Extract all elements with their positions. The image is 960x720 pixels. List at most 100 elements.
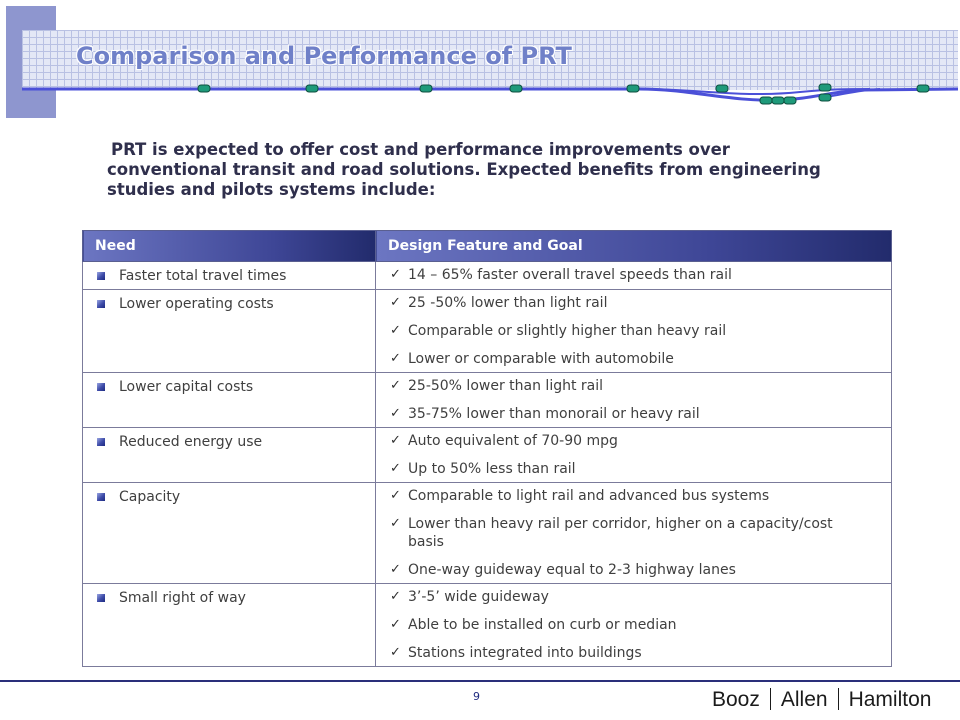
goal-list: ✓ Auto equivalent of 70-90 mpg ✓ Up to 50% …: [376, 428, 891, 482]
logo-word-booz: Booz: [712, 688, 760, 711]
goal-item: ✓ Comparable to light rail and advanced b…: [376, 483, 891, 510]
checkmark-icon: ✓: [390, 433, 401, 448]
goal-list: ✓ 14 – 65% faster overall travel speeds t…: [376, 262, 891, 288]
guideway-track-graphic: [22, 83, 959, 105]
need-cell: Capacity: [82, 482, 376, 584]
goal-item: ✓ 25 -50% lower than light rail: [376, 290, 891, 317]
goal-list: ✓ Comparable to light rail and advanced b…: [376, 483, 891, 583]
need-label: Small right of way: [119, 589, 246, 606]
need-label: Faster total travel times: [119, 267, 287, 284]
need-label: Capacity: [119, 488, 181, 505]
checkmark-icon: ✓: [390, 516, 401, 531]
square-bullet-icon: [97, 492, 105, 501]
checkmark-icon: ✓: [390, 617, 401, 632]
booz-allen-hamilton-logo: Booz Allen Hamilton: [712, 688, 931, 712]
goal-text: Stations integrated into buildings: [408, 645, 642, 661]
design-feature-cell: ✓ Auto equivalent of 70-90 mpg ✓ Up to 50% …: [375, 427, 892, 483]
square-bullet-icon: [97, 299, 105, 308]
goal-item: ✓ Auto equivalent of 70-90 mpg: [376, 428, 891, 455]
goal-text: 25-50% lower than light rail: [408, 378, 604, 394]
goal-list: ✓ 25-50% lower than light rail ✓ 35-75% low…: [376, 373, 891, 427]
goal-item: ✓ 25-50% lower than light rail: [376, 373, 891, 400]
need-item: Small right of way: [83, 584, 375, 611]
design-feature-cell: ✓ 14 – 65% faster overall travel speeds t…: [375, 261, 892, 290]
banner-grid: [22, 30, 958, 90]
design-feature-cell: ✓ 25 -50% lower than light rail ✓ Comparabl…: [375, 289, 892, 373]
goal-text: Lower than heavy rail per corridor, high…: [408, 516, 833, 550]
need-label: Lower operating costs: [119, 295, 274, 312]
checkmark-icon: ✓: [390, 406, 401, 421]
goal-item: ✓ Up to 50% less than rail: [376, 455, 891, 482]
square-bullet-icon: [97, 437, 105, 446]
table-row: Reduced energy use ✓ Auto equivalent of 70…: [82, 427, 892, 483]
checkmark-icon: ✓: [390, 378, 401, 393]
square-bullet-icon: [97, 593, 105, 602]
need-item: Capacity: [83, 483, 375, 510]
need-cell: Reduced energy use: [82, 427, 376, 483]
goal-text: Auto equivalent of 70-90 mpg: [408, 433, 618, 449]
table-row: Faster total travel times ✓ 14 – 65% faste…: [82, 261, 892, 290]
page-title: Comparison and Performance of PRT: [76, 42, 572, 70]
need-cell: Lower operating costs: [82, 289, 376, 373]
checkmark-icon: ✓: [390, 323, 401, 338]
need-item: Faster total travel times: [83, 262, 375, 289]
column-header-design-feature: Design Feature and Goal: [375, 230, 892, 262]
intro-text: PRT is expected to offer cost and perfor…: [107, 140, 821, 199]
goal-text: Able to be installed on curb or median: [408, 617, 677, 633]
checkmark-icon: ✓: [390, 351, 401, 366]
goal-text: 3’-5’ wide guideway: [408, 589, 549, 605]
design-feature-cell: ✓ 25-50% lower than light rail ✓ 35-75% low…: [375, 372, 892, 428]
goal-text: Comparable to light rail and advanced bu…: [408, 488, 770, 504]
goal-item: ✓ 3’-5’ wide guideway: [376, 584, 891, 611]
goal-item: ✓ Lower than heavy rail per corridor, hig…: [376, 510, 891, 556]
benefits-table: Need Design Feature and Goal Faster tota…: [82, 230, 892, 667]
design-feature-cell: ✓ Comparable to light rail and advanced b…: [375, 482, 892, 584]
goal-item: ✓ Stations integrated into buildings: [376, 639, 891, 666]
square-bullet-icon: [97, 382, 105, 391]
goal-item: ✓ 35-75% lower than monorail or heavy rai…: [376, 400, 891, 427]
goal-list: ✓ 25 -50% lower than light rail ✓ Comparabl…: [376, 290, 891, 372]
logo-divider: [837, 688, 839, 710]
goal-text: 14 – 65% faster overall travel speeds th…: [408, 267, 732, 283]
logo-divider: [769, 688, 771, 710]
checkmark-icon: ✓: [390, 461, 401, 476]
need-item: Lower capital costs: [83, 373, 375, 400]
need-item: Lower operating costs: [83, 290, 375, 317]
checkmark-icon: ✓: [390, 488, 401, 503]
goal-text: Comparable or slightly higher than heavy…: [408, 323, 727, 339]
goal-item: ✓ Comparable or slightly higher than heav…: [376, 317, 891, 345]
goal-text: 35-75% lower than monorail or heavy rail: [408, 406, 700, 422]
goal-item: ✓ One-way guideway equal to 2-3 highway l…: [376, 556, 891, 583]
square-bullet-icon: [97, 271, 105, 280]
table-row: Lower operating costs ✓ 25 -50% lower than…: [82, 289, 892, 373]
goal-text: Up to 50% less than rail: [408, 461, 576, 477]
goal-text: Lower or comparable with automobile: [408, 351, 674, 367]
checkmark-icon: ✓: [390, 562, 401, 577]
need-cell: Faster total travel times: [82, 261, 376, 290]
footer-rule: [0, 680, 960, 682]
goal-item: ✓ Able to be installed on curb or median: [376, 611, 891, 639]
need-item: Reduced energy use: [83, 428, 375, 455]
goal-item: ✓ 14 – 65% faster overall travel speeds t…: [376, 262, 891, 288]
page-number: 9: [473, 690, 480, 703]
table-row: Small right of way ✓ 3’-5’ wide guideway ✓ A…: [82, 583, 892, 667]
need-cell: Lower capital costs: [82, 372, 376, 428]
design-feature-cell: ✓ 3’-5’ wide guideway ✓ Able to be installe…: [375, 583, 892, 667]
checkmark-icon: ✓: [390, 645, 401, 660]
goal-text: One-way guideway equal to 2-3 highway la…: [408, 562, 736, 578]
table-row: Lower capital costs ✓ 25-50% lower than li…: [82, 372, 892, 428]
benefits-table-body: Faster total travel times ✓ 14 – 65% faste…: [82, 261, 892, 667]
logo-word-hamilton: Hamilton: [848, 688, 932, 711]
checkmark-icon: ✓: [390, 267, 401, 282]
table-header-row: Need Design Feature and Goal: [82, 230, 892, 262]
goal-item: ✓ Lower or comparable with automobile: [376, 345, 891, 372]
checkmark-icon: ✓: [390, 589, 401, 604]
goal-text: 25 -50% lower than light rail: [408, 295, 608, 311]
need-label: Reduced energy use: [119, 433, 263, 450]
need-cell: Small right of way: [82, 583, 376, 667]
need-label: Lower capital costs: [119, 378, 254, 395]
goal-list: ✓ 3’-5’ wide guideway ✓ Able to be installe…: [376, 584, 891, 666]
logo-word-allen: Allen: [780, 688, 828, 711]
column-header-need: Need: [82, 230, 376, 262]
checkmark-icon: ✓: [390, 295, 401, 310]
